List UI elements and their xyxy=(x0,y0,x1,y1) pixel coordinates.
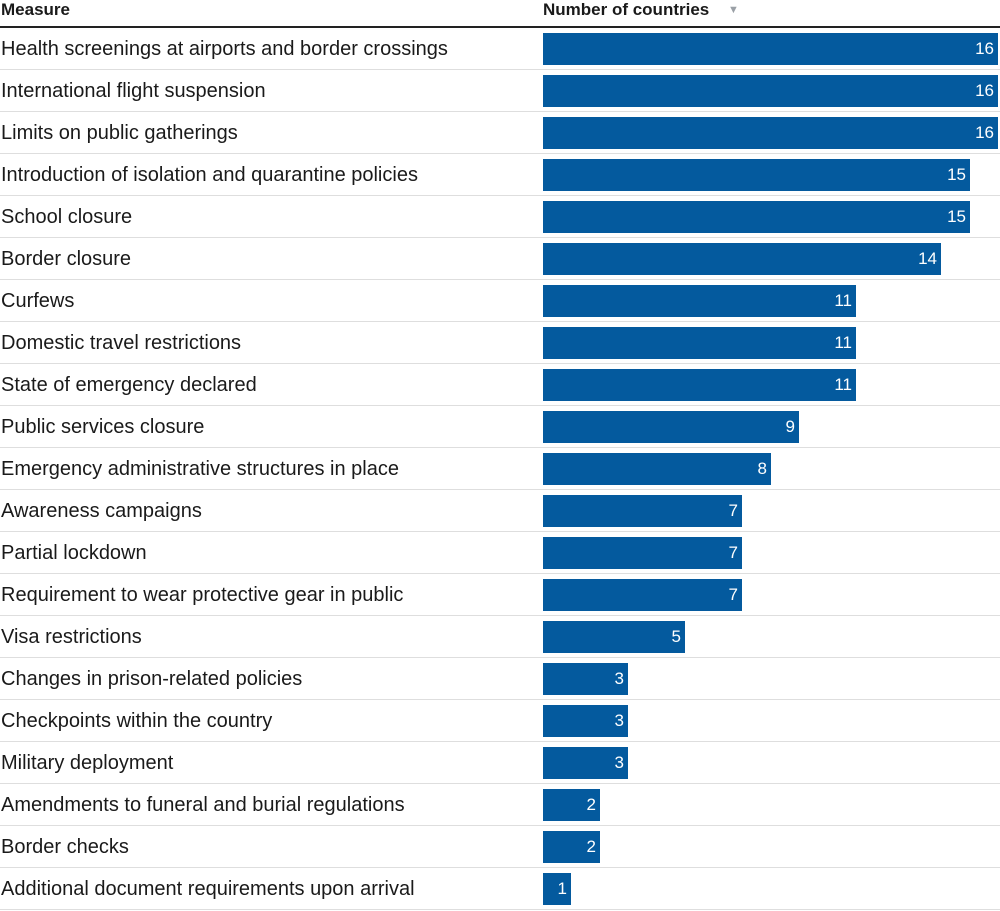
bar-value-label: 15 xyxy=(947,165,966,184)
measure-label: Military deployment xyxy=(1,752,174,774)
bar-value-label: 16 xyxy=(975,123,994,142)
measure-label: Introduction of isolation and quarantine… xyxy=(1,164,418,186)
table-row: International flight suspension 16 xyxy=(0,70,1000,112)
bar-value-label: 7 xyxy=(728,585,738,604)
column-header-number-of-countries[interactable]: Number of countries ▼ xyxy=(543,0,739,20)
count-bar: 16 xyxy=(543,75,998,107)
table-row: Border closure 14 xyxy=(0,238,1000,280)
table-row: Awareness campaigns 7 xyxy=(0,490,1000,532)
measure-label: International flight suspension xyxy=(1,80,266,102)
column-header-measure-label: Measure xyxy=(1,0,70,19)
table-row: School closure 15 xyxy=(0,196,1000,238)
table-header: Measure Number of countries ▼ xyxy=(0,0,1000,28)
count-bar: 16 xyxy=(543,33,998,65)
count-bar: 11 xyxy=(543,369,856,401)
count-bar: 7 xyxy=(543,495,742,527)
measure-label: Curfews xyxy=(1,290,75,312)
bar-value-label: 1 xyxy=(557,879,567,898)
measure-label: Requirement to wear protective gear in p… xyxy=(1,584,404,606)
count-bar: 5 xyxy=(543,621,685,653)
table-row: Amendments to funeral and burial regulat… xyxy=(0,784,1000,826)
table-row: Curfews 11 xyxy=(0,280,1000,322)
table-row: Additional document requirements upon ar… xyxy=(0,868,1000,910)
bar-value-label: 14 xyxy=(918,249,937,268)
count-bar: 11 xyxy=(543,285,856,317)
bar-value-label: 7 xyxy=(728,501,738,520)
count-bar: 7 xyxy=(543,579,742,611)
measure-label: Health screenings at airports and border… xyxy=(1,38,448,60)
bar-value-label: 11 xyxy=(834,291,852,310)
measure-label: State of emergency declared xyxy=(1,374,257,396)
count-bar: 7 xyxy=(543,537,742,569)
measure-label: Emergency administrative structures in p… xyxy=(1,458,399,480)
count-bar: 15 xyxy=(543,201,970,233)
table-row: Military deployment 3 xyxy=(0,742,1000,784)
column-header-count-label: Number of countries xyxy=(543,0,710,19)
bar-value-label: 11 xyxy=(834,333,852,352)
count-bar: 1 xyxy=(543,873,571,905)
measure-label: Visa restrictions xyxy=(1,626,142,648)
count-bar: 11 xyxy=(543,327,856,359)
table-body: Health screenings at airports and border… xyxy=(0,28,1000,910)
bar-value-label: 15 xyxy=(947,207,966,226)
count-bar: 9 xyxy=(543,411,799,443)
count-bar: 14 xyxy=(543,243,941,275)
bar-value-label: 3 xyxy=(614,669,624,688)
measure-label: Domestic travel restrictions xyxy=(1,332,242,354)
bar-value-label: 16 xyxy=(975,39,994,58)
count-bar: 2 xyxy=(543,831,600,863)
measure-label: Public services closure xyxy=(1,416,205,438)
bar-value-label: 2 xyxy=(586,795,596,814)
table-row: Health screenings at airports and border… xyxy=(0,28,1000,70)
count-bar: 8 xyxy=(543,453,771,485)
table-row: Public services closure 9 xyxy=(0,406,1000,448)
count-bar: 2 xyxy=(543,789,600,821)
measure-label: School closure xyxy=(1,206,133,228)
table-row: Changes in prison-related policies 3 xyxy=(0,658,1000,700)
table-row: Requirement to wear protective gear in p… xyxy=(0,574,1000,616)
table-row: Limits on public gatherings 16 xyxy=(0,112,1000,154)
bar-value-label: 8 xyxy=(757,459,767,478)
measure-label: Border closure xyxy=(1,248,132,270)
table-row: Introduction of isolation and quarantine… xyxy=(0,154,1000,196)
bar-value-label: 9 xyxy=(785,417,795,436)
measure-label: Checkpoints within the country xyxy=(1,710,273,732)
bar-value-label: 3 xyxy=(614,753,624,772)
count-bar: 3 xyxy=(543,663,628,695)
table-row: Visa restrictions 5 xyxy=(0,616,1000,658)
count-bar: 16 xyxy=(543,117,998,149)
measure-label: Awareness campaigns xyxy=(1,500,202,522)
measure-label: Changes in prison-related policies xyxy=(1,668,303,690)
bar-value-label: 7 xyxy=(728,543,738,562)
count-bar: 3 xyxy=(543,705,628,737)
table-row: Domestic travel restrictions 11 xyxy=(0,322,1000,364)
bar-value-label: 2 xyxy=(586,837,596,856)
bar-value-label: 11 xyxy=(834,375,852,394)
bar-value-label: 3 xyxy=(614,711,624,730)
table-row: Partial lockdown 7 xyxy=(0,532,1000,574)
table-row: Checkpoints within the country 3 xyxy=(0,700,1000,742)
measure-label: Partial lockdown xyxy=(1,542,147,564)
bar-value-label: 5 xyxy=(671,627,681,646)
measure-label: Additional document requirements upon ar… xyxy=(1,878,415,900)
count-bar: 15 xyxy=(543,159,970,191)
bar-value-label: 16 xyxy=(975,81,994,100)
measure-label: Limits on public gatherings xyxy=(1,122,238,144)
measure-label: Amendments to funeral and burial regulat… xyxy=(1,794,405,816)
column-header-measure[interactable]: Measure xyxy=(1,0,70,20)
sort-descending-icon[interactable]: ▼ xyxy=(727,4,739,16)
table-row: Border checks 2 xyxy=(0,826,1000,868)
measure-label: Border checks xyxy=(1,836,129,858)
table-row: State of emergency declared 11 xyxy=(0,364,1000,406)
count-bar: 3 xyxy=(543,747,628,779)
table-row: Emergency administrative structures in p… xyxy=(0,448,1000,490)
